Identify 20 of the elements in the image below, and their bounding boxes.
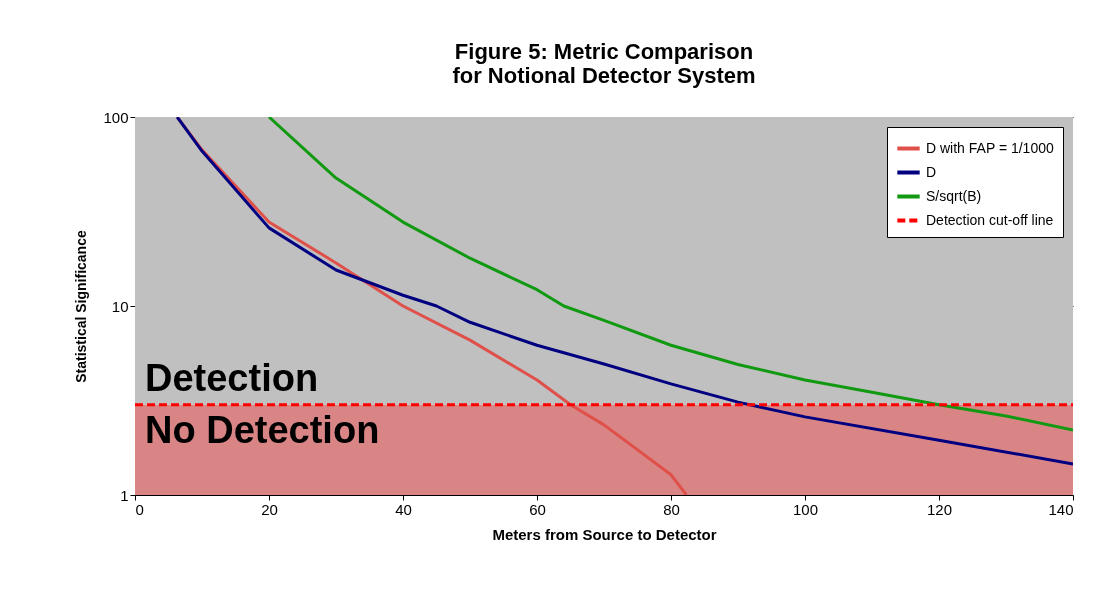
y-tick-label: 1 bbox=[120, 486, 129, 504]
x-tick-label: 20 bbox=[261, 500, 278, 518]
x-tick-label: 0 bbox=[135, 500, 144, 518]
x-tick-label: 140 bbox=[1048, 500, 1074, 518]
x-tick-label: 100 bbox=[792, 500, 819, 518]
x-axis-title: Meters from Source to Detector bbox=[492, 525, 717, 543]
x-tick-label: 40 bbox=[395, 500, 412, 518]
x-tick-label: 80 bbox=[663, 500, 680, 518]
y-axis-title: Statistical Significance bbox=[73, 230, 90, 383]
y-tick-label: 100 bbox=[103, 108, 129, 126]
x-tick-label: 120 bbox=[926, 500, 953, 518]
legend-label: D bbox=[926, 163, 937, 180]
legend-label: S/sqrt(B) bbox=[926, 187, 982, 204]
y-tick-label: 10 bbox=[111, 297, 129, 315]
chart-title: Figure 5: Metric Comparison for Notional Detector System bbox=[452, 39, 756, 88]
x-tick-label: 60 bbox=[529, 500, 546, 518]
band-label: No Detection bbox=[145, 408, 380, 451]
legend-label: D with FAP = 1/1000 bbox=[926, 139, 1054, 156]
band-label: Detection bbox=[145, 356, 319, 399]
legend-label: Detection cut-off line bbox=[926, 211, 1054, 228]
